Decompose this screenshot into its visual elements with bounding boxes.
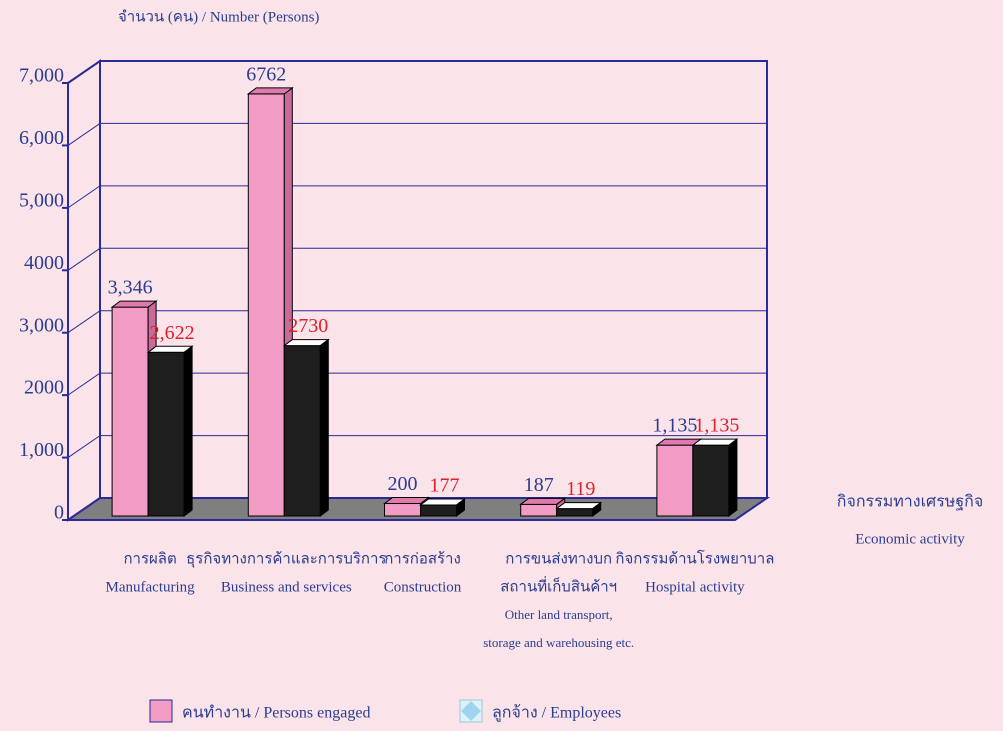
bar-side [728,438,738,517]
x-axis-label: กิจกรรมทางเศรษฐกิจ [837,494,983,511]
x-tick-label: Business and services [221,579,352,595]
data-label: 6762 [246,63,286,85]
side-wall [67,59,101,522]
bar [247,93,285,517]
data-label: 2730 [288,315,328,337]
bar-top [555,502,603,510]
bar [656,444,694,517]
grid-line [67,372,767,396]
y-tick-label: 2000 [24,377,64,399]
bar-top [282,339,330,347]
x-tick-label: กิจกรรมด้านโรงพยาบาล [615,549,774,567]
x-tick-label: สถานที่เก็บสินค้าฯ [500,575,617,595]
bar [111,306,149,517]
data-label: 1,135 [652,415,697,437]
x-tick-label: การขนส่งทางบก [505,551,612,567]
data-label: 2,622 [150,322,195,344]
x-tick-label: การผลิต [123,550,176,567]
bar-top [519,497,567,505]
bar-top [110,300,158,308]
legend-label: ลูกจ้าง / Employees [492,704,621,723]
grid-line [67,247,767,271]
bar-top [419,498,466,506]
legend-swatch [149,699,173,723]
bar-side [319,338,329,517]
bar [520,503,558,517]
bar-top [246,87,294,95]
grid-line [67,60,767,84]
bar-side [183,345,193,517]
x-tick-label: Hospital activity [645,579,745,595]
data-label: 119 [566,478,595,500]
bar [384,503,421,517]
bar [420,504,457,517]
grid-line [67,185,767,209]
bar [692,444,730,517]
y-axis-label: จำนวน (คน) / Number (Persons) [118,8,319,25]
x-axis-label: Economic activity [855,531,965,547]
y-tick-label: 7,000 [19,65,64,87]
x-tick-label: Other land transport, [505,607,613,622]
grid-line [67,435,767,458]
x-tick-label: การก่อสร้าง [384,550,461,567]
legend-swatch-pattern [461,701,481,721]
x-tick-label: Construction [384,579,462,595]
y-tick-label: 5,000 [19,189,64,211]
grid-line [67,122,767,146]
x-tick-label: Manufacturing [106,579,196,595]
y-tick-label: 3,000 [19,314,64,336]
data-label: 187 [524,474,554,496]
bar [556,508,594,517]
bar-top [691,438,739,446]
data-label: 200 [388,473,418,495]
data-label: 177 [430,475,460,497]
bar-top [383,497,430,505]
y-tick-label: 4000 [24,252,64,274]
grid-line [67,310,767,334]
bar [147,351,185,517]
bar [283,345,321,517]
x-tick-label: storage and warehousing etc. [483,635,634,650]
data-label: 1,135 [694,415,739,437]
x-tick-label: ธุรกิจทางการค้าและการบริการ [186,550,386,568]
y-tick-label: 1,000 [19,439,64,461]
y-tick-label: 6,000 [19,127,64,149]
legend-label: คนทำงาน / Persons engaged [182,705,370,722]
data-label: 3,346 [108,277,153,299]
bar-top [146,345,194,353]
y-tick-label: 0 [54,502,64,524]
